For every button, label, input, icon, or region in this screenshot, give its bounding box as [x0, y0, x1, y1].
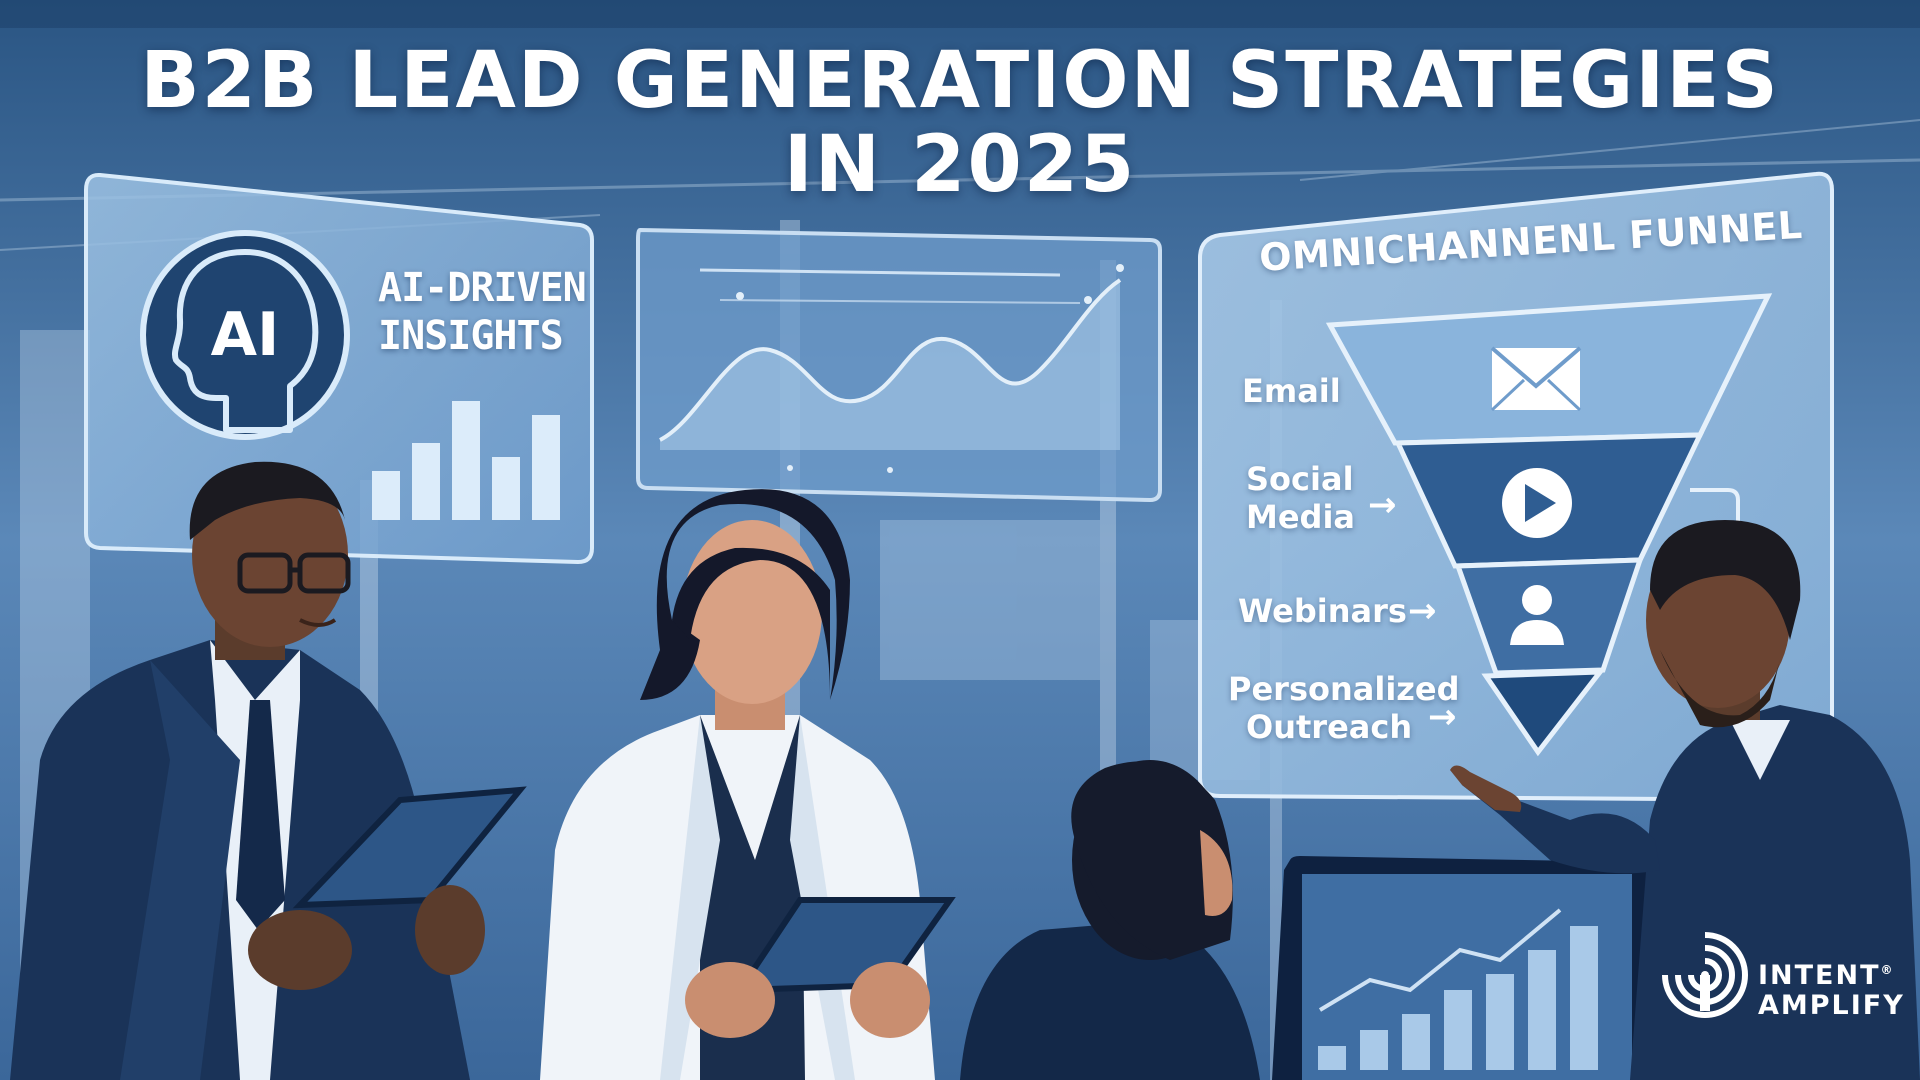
- monitor-bar: [1360, 1030, 1388, 1070]
- channel-email-label: Email: [1242, 372, 1341, 410]
- monitor-bar: [1570, 926, 1598, 1070]
- bottom-bar-chart: [1318, 926, 1598, 1070]
- ai-bar: [492, 457, 520, 520]
- logo-line-2: AMPLIFY: [1758, 990, 1905, 1021]
- channel-social-line-2: Media: [1246, 498, 1356, 536]
- ai-label-line-1: AI-DRIVEN: [378, 265, 587, 311]
- arrow-outreach: →: [1428, 697, 1457, 737]
- concentric-target-icon: [1662, 932, 1748, 1018]
- channel-email: Email: [1242, 372, 1341, 410]
- ai-bar-chart: [372, 401, 560, 520]
- page-title-line-1: B2B LEAD GENERATION STRATEGIES: [140, 36, 1780, 126]
- channel-webinars-label: Webinars: [1238, 592, 1407, 630]
- ai-bar: [412, 443, 440, 520]
- channel-webinars: Webinars: [1238, 592, 1407, 630]
- monitor-bar: [1528, 950, 1556, 1070]
- page-title-line-2: IN 2025: [783, 120, 1137, 210]
- channel-personalized-outreach: Personalized Outreach: [1228, 670, 1460, 746]
- arrow-social: →: [1368, 485, 1397, 525]
- ai-bar: [532, 415, 560, 520]
- ai-label-line-2: INSIGHTS: [378, 313, 564, 359]
- logo-trademark: ®: [1880, 963, 1895, 977]
- channel-outreach-line-1: Personalized: [1228, 670, 1460, 708]
- monitor-bar: [1444, 990, 1472, 1070]
- arrow-webinars: →: [1408, 591, 1437, 631]
- channel-social-line-1: Social: [1246, 460, 1354, 498]
- ai-bar: [452, 401, 480, 520]
- person-icon: [1510, 585, 1564, 645]
- ai-insights-label: AI-DRIVEN INSIGHTS: [378, 264, 587, 360]
- channel-social-media: Social Media: [1246, 460, 1355, 536]
- channel-outreach-line-2: Outreach: [1246, 708, 1413, 746]
- play-icon: [1502, 468, 1572, 538]
- ai-head-text: AI: [210, 300, 280, 370]
- trend-area: [660, 280, 1120, 450]
- funnel-tier-4: [1481, 669, 1606, 757]
- person-man-glasses: [10, 461, 527, 1080]
- bottom-monitor: [1272, 856, 1648, 1080]
- person-woman-back: [960, 760, 1260, 1080]
- ai-bar: [372, 471, 400, 520]
- trend-monitor: [636, 227, 1162, 503]
- person-woman-white-jacket: [540, 489, 956, 1080]
- trend-line: [659, 278, 1122, 442]
- ai-insights-panel: [84, 172, 594, 565]
- envelope-icon: [1490, 346, 1582, 412]
- monitor-bar: [1486, 974, 1514, 1070]
- intent-amplify-logo: INTENT® AMPLIFY: [1758, 955, 1905, 1021]
- ai-head-icon: [172, 249, 319, 433]
- tablet-left: [292, 786, 527, 909]
- logo-line-1: INTENT®: [1758, 960, 1895, 991]
- monitor-bar: [1318, 1046, 1346, 1070]
- monitor-bar: [1402, 1014, 1430, 1070]
